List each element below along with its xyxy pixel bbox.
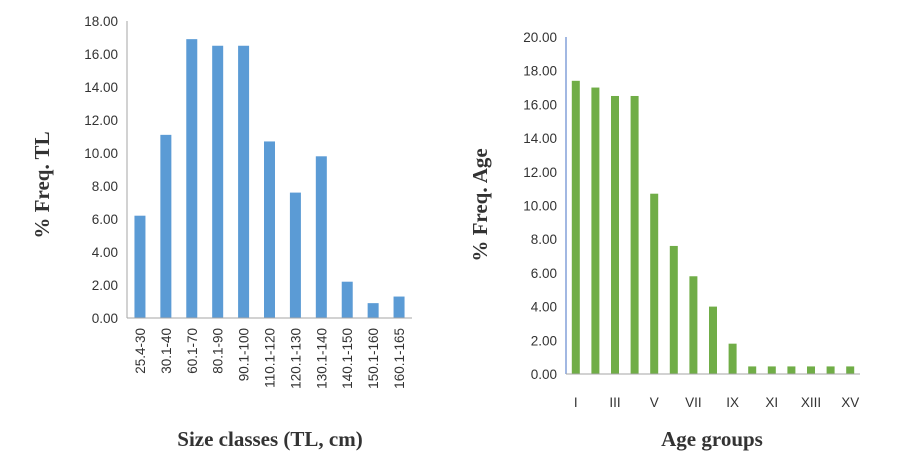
size-class-x-tick-label: 90.1-100 [237,328,252,381]
size-class-x-tick-labels: 25.4-30 30.1-40 60.1-70 80.1-90 90.1-100 110.… [133,328,407,389]
age-group-bar [807,366,815,374]
size-class-bars [134,39,405,319]
age-group-x-tick-label: XV [841,395,859,410]
size-class-bar [341,281,353,318]
size-class-x-tick-label: 130.1-140 [314,328,329,389]
size-class-x-tick-label: 120.1-130 [288,328,303,389]
size-class-y-tick-label: 18.00 [84,14,118,29]
size-class-x-tick-label: 60.1-70 [185,328,200,374]
age-group-x-tick-label: XI [765,395,778,410]
size-class-y-tick-label: 12.00 [84,113,118,128]
size-class-y-axis-title: % Freq. TL [30,131,54,238]
size-class-bar [289,192,301,318]
age-group-x-tick-label: XIII [801,395,821,410]
size-class-y-tick-label: 10.00 [84,146,118,161]
age-group-bar [669,245,678,374]
age-group-bar [689,276,698,374]
size-class-y-tick-label: 2.00 [92,278,118,293]
age-group-y-tick-label: 2.00 [531,333,557,348]
age-group-x-tick-label: I [574,395,578,410]
size-class-bar [212,45,224,318]
size-class-bar [315,156,327,318]
size-class-x-tick-label: 30.1-40 [159,328,174,374]
size-class-x-tick-label: 80.1-90 [211,328,226,374]
age-group-bar [571,80,580,374]
size-class-chart: 0.00 2.00 4.00 6.00 8.00 10.00 12.00 14.00 16.00… [30,14,412,451]
age-group-bar [787,366,796,374]
age-group-y-tick-label: 12.00 [523,165,557,180]
size-class-y-tick-label: 14.00 [84,80,118,95]
age-group-x-tick-label: V [650,395,659,410]
age-group-y-axis-title: % Freq. Age [468,148,492,261]
age-group-y-tick-label: 4.00 [531,300,557,315]
age-group-y-tick-label: 16.00 [523,97,557,112]
size-class-x-tick-label: 140.1-150 [340,328,355,389]
size-class-x-tick-label: 160.1-165 [392,328,407,389]
size-class-bar [393,296,405,318]
age-group-bar [630,95,639,374]
age-group-bar [748,366,757,374]
age-group-chart: 0.00 2.00 4.00 6.00 8.00 10.00 12.00 14.00 16.00… [468,30,860,451]
age-group-y-tick-label: 14.00 [523,131,557,146]
size-class-y-tick-labels: 0.00 2.00 4.00 6.00 8.00 10.00 12.00 14.00 16.00… [84,14,118,326]
age-group-bar [611,95,619,374]
age-group-bar [846,366,855,374]
age-group-y-tick-label: 0.00 [531,367,557,382]
size-class-bar [238,45,250,318]
age-group-bar [650,193,659,374]
age-group-bar [826,366,835,374]
size-class-y-tick-label: 16.00 [84,47,118,62]
age-group-x-tick-labels: I III V VII IX XI XIII XV [574,395,859,410]
age-group-bars [571,80,855,375]
size-class-bar [186,39,198,319]
age-group-bar [591,87,600,375]
age-group-y-tick-label: 6.00 [531,266,557,281]
age-group-x-axis-title: Age groups [661,427,763,451]
age-group-y-tick-labels: 0.00 2.00 4.00 6.00 8.00 10.00 12.00 14.00 16.00… [523,30,557,382]
size-class-bar [264,141,275,318]
age-group-bar [709,306,717,374]
age-group-bar [767,366,776,374]
age-group-y-tick-label: 8.00 [531,232,557,247]
age-group-x-tick-label: IX [726,395,739,410]
size-class-y-tick-label: 0.00 [92,311,118,326]
size-class-x-tick-label: 150.1-160 [366,328,381,389]
age-group-y-tick-label: 10.00 [523,199,557,214]
size-class-x-axis-title: Size classes (TL, cm) [177,427,362,451]
size-class-y-tick-label: 6.00 [92,212,118,227]
age-group-bar [728,343,737,374]
size-class-bar [160,134,172,318]
size-class-bar [367,303,379,318]
size-class-y-tick-label: 4.00 [92,245,118,260]
age-group-x-tick-label: III [609,395,620,410]
age-group-y-tick-label: 18.00 [523,64,557,79]
size-class-x-tick-label: 110.1-120 [263,328,278,388]
size-class-bar [134,215,146,318]
age-group-x-tick-label: VII [685,395,702,410]
size-class-x-tick-label: 25.4-30 [133,328,148,374]
age-group-y-tick-label: 20.00 [523,30,557,45]
size-class-y-tick-label: 8.00 [92,179,118,194]
